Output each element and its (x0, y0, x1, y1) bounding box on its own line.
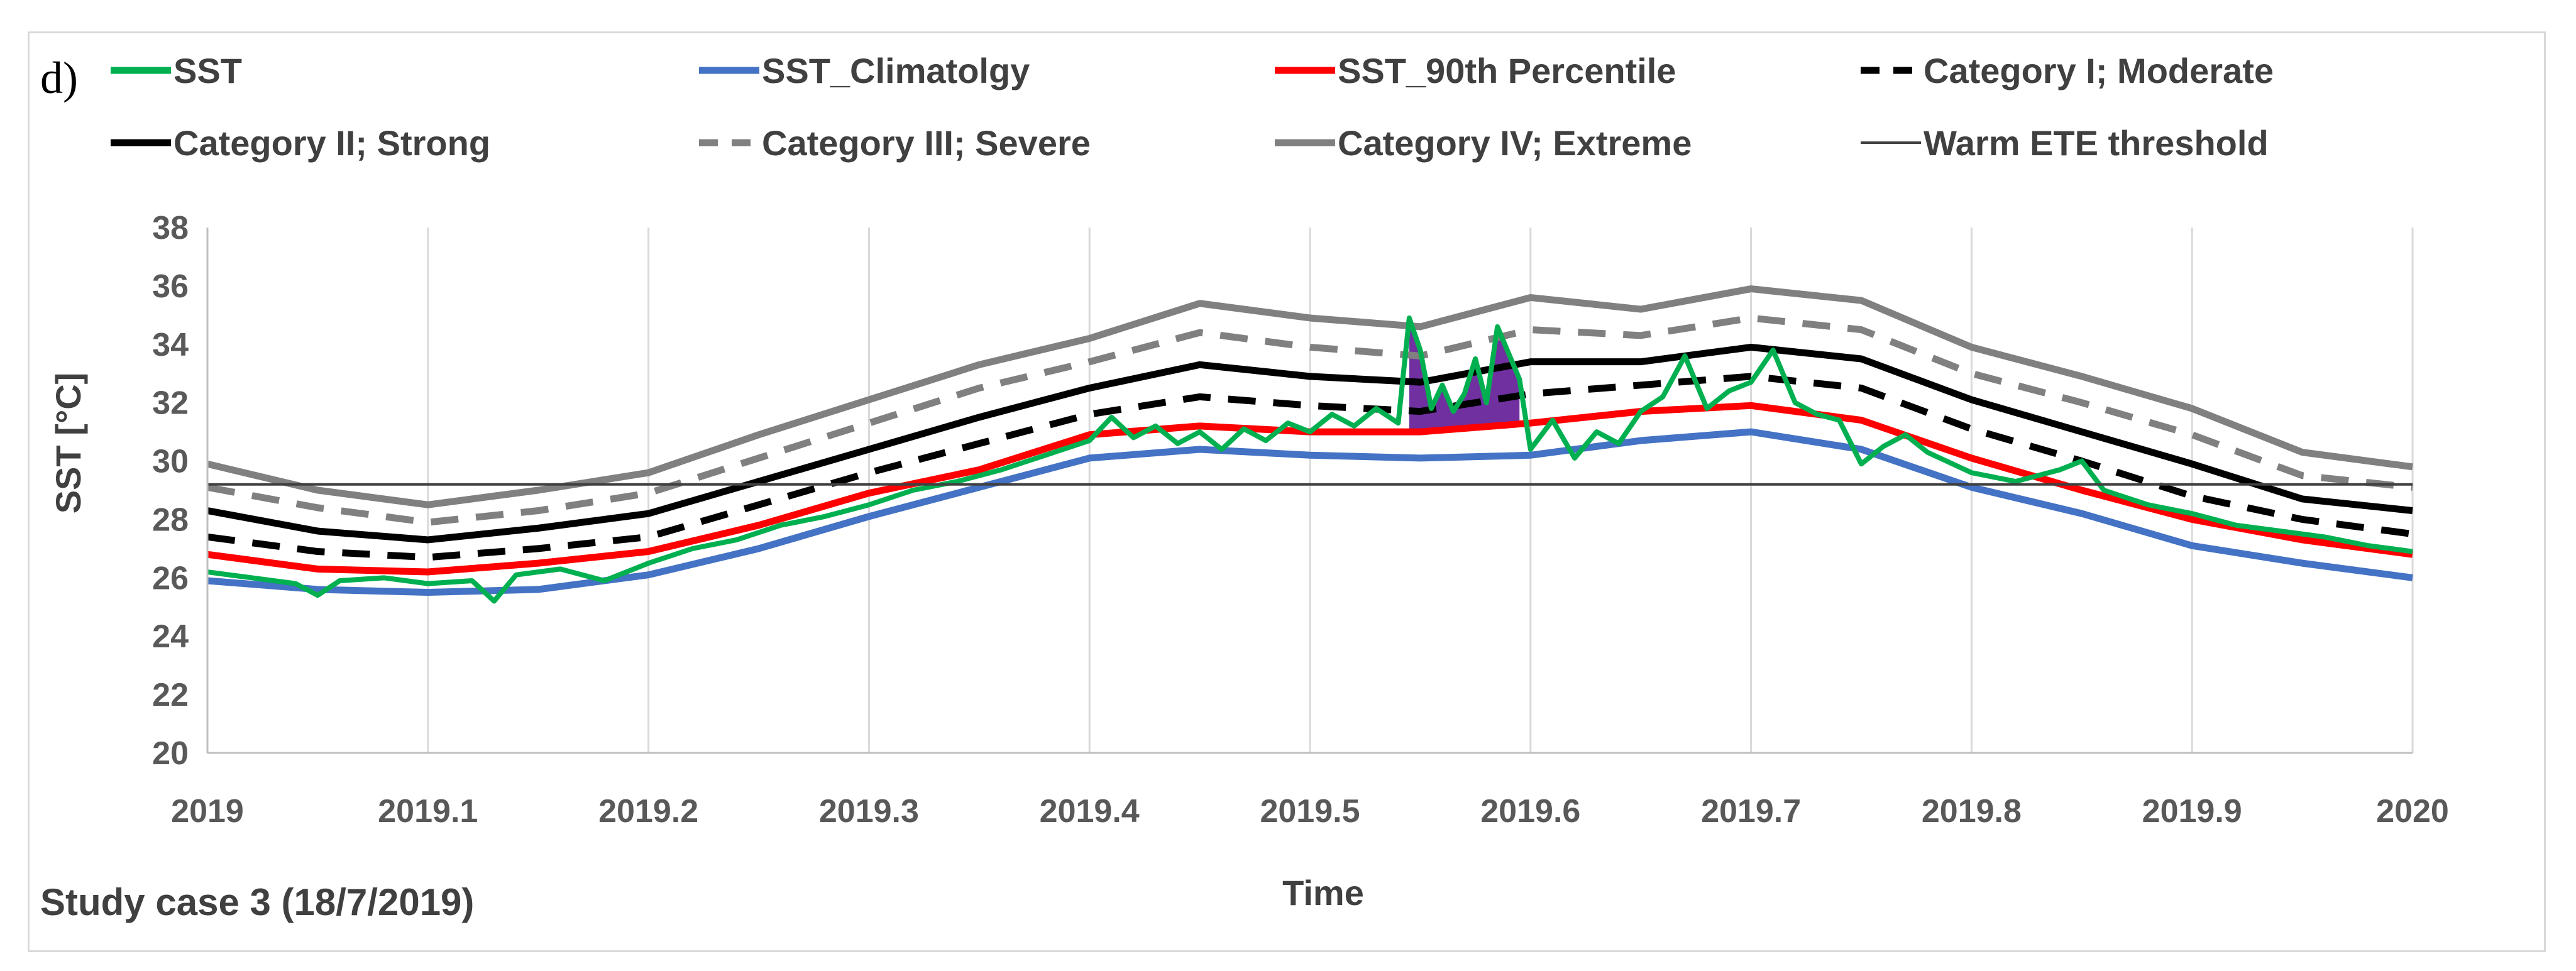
y-tick-label: 30 (152, 444, 189, 480)
y-tick-label: 36 (152, 268, 189, 305)
y-tick-label: 32 (152, 385, 189, 422)
legend-label: Warm ETE threshold (1924, 123, 2269, 163)
legend-label: Category II; Strong (173, 123, 490, 163)
legend-label: SST_Climatolgy (762, 51, 1030, 91)
series-line-category-iii-severe (206, 314, 2413, 526)
shaded-event-region (1409, 317, 1520, 432)
legend-label: Category I; Moderate (1924, 51, 2274, 91)
panel-label: d) (40, 53, 78, 103)
y-axis-title: SST [°C] (48, 373, 88, 514)
study-case-note: Study case 3 (18/7/2019) (40, 881, 474, 923)
x-tick-label: 2019.5 (1260, 793, 1360, 830)
legend-label: Category IV; Extreme (1338, 123, 1692, 163)
series-lines (206, 285, 2413, 604)
x-tick-label: 2019.3 (819, 793, 919, 830)
x-tick-label: 2019.2 (598, 793, 698, 830)
x-tick-label: 2020 (2376, 793, 2449, 830)
x-axis-title: Time (1282, 873, 1364, 913)
legend-label: SST (173, 51, 242, 91)
series-line-category-ii-strong (206, 343, 2413, 544)
series-line-sst (207, 315, 2413, 604)
series-line-category-i-moderate (207, 373, 2413, 561)
chart-frame (28, 31, 2546, 952)
axes (206, 228, 2413, 754)
x-tick-label: 2019.4 (1040, 793, 1140, 830)
x-tick-label: 2019.9 (2142, 793, 2242, 830)
y-tick-label: 28 (152, 502, 189, 538)
y-tick-label: 24 (152, 618, 189, 655)
x-tick-label: 2019.1 (378, 793, 478, 830)
y-tick-labels: 20 22 24 26 28 30 32 34 36 38 (152, 210, 189, 772)
y-tick-label: 38 (152, 210, 189, 246)
y-tick-label: 26 (152, 560, 189, 596)
x-tick-label: 2019.6 (1480, 793, 1580, 830)
legend: SST SST_Climatolgy SST_90th Percentile Cate… (111, 51, 2274, 163)
event-shade (1409, 317, 1520, 432)
legend-label: SST_90th Percentile (1338, 51, 1676, 91)
x-tick-label: 2019 (171, 793, 244, 830)
series-line-sst-climatolgy (207, 428, 2413, 596)
y-tick-label: 22 (152, 677, 189, 713)
x-tick-label: 2019.8 (1922, 793, 2022, 830)
x-tick-labels: 2019 2019.1 2019.2 2019.3 2019.4 2019.5 2019.6… (171, 793, 2449, 830)
y-tick-label: 34 (152, 327, 189, 363)
gridlines (427, 228, 2414, 753)
x-tick-label: 2019.7 (1701, 793, 1801, 830)
legend-label: Category III; Severe (762, 123, 1091, 163)
y-tick-label: 20 (152, 735, 189, 772)
